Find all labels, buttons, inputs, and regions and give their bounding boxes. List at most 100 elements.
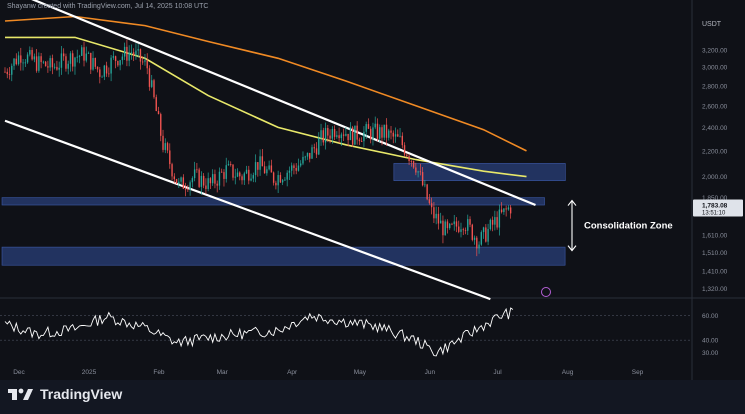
candle bbox=[69, 53, 72, 64]
candle bbox=[478, 244, 480, 249]
candle bbox=[433, 207, 435, 219]
rsi-tick-label: 30.00 bbox=[702, 350, 719, 357]
time-tick-label: Dec bbox=[13, 369, 25, 376]
candle bbox=[58, 67, 60, 70]
candle bbox=[268, 165, 270, 170]
candle bbox=[114, 56, 117, 62]
time-tick-label: Jun bbox=[425, 369, 436, 376]
candle bbox=[191, 178, 194, 183]
candle bbox=[279, 175, 282, 183]
candle bbox=[225, 165, 227, 179]
candle bbox=[333, 128, 336, 137]
tradingview-logo[interactable]: TradingView bbox=[8, 386, 122, 402]
candle bbox=[31, 49, 33, 60]
candle bbox=[117, 61, 119, 66]
candle bbox=[164, 143, 166, 150]
candle bbox=[338, 135, 340, 139]
candle bbox=[200, 175, 203, 187]
candle bbox=[297, 165, 300, 171]
candle bbox=[60, 53, 63, 68]
candle bbox=[277, 175, 279, 186]
candle bbox=[482, 227, 485, 233]
candle bbox=[38, 56, 40, 71]
rsi-tick-label: 60.00 bbox=[702, 313, 719, 320]
candle bbox=[35, 56, 38, 71]
candle bbox=[207, 178, 209, 189]
candle bbox=[410, 161, 413, 162]
candle bbox=[142, 61, 144, 63]
candle bbox=[11, 65, 13, 75]
time-tick-label: Feb bbox=[153, 369, 165, 376]
candle bbox=[365, 124, 367, 132]
candle bbox=[239, 172, 241, 177]
candle bbox=[370, 128, 372, 140]
candle bbox=[135, 50, 137, 56]
price-tick-label: 3,000.00 bbox=[702, 65, 728, 72]
candle bbox=[182, 177, 185, 189]
price-tick-label: 2,000.00 bbox=[702, 174, 728, 181]
candle bbox=[442, 220, 444, 236]
candle bbox=[320, 130, 322, 139]
candle bbox=[426, 184, 428, 200]
candle bbox=[33, 56, 36, 60]
rsi-pane: 30.00 40.00 60.00 bbox=[0, 307, 719, 357]
candle bbox=[20, 55, 22, 63]
candle bbox=[473, 237, 476, 240]
candle bbox=[184, 188, 187, 190]
candle bbox=[232, 164, 234, 178]
candle bbox=[419, 171, 422, 173]
candle bbox=[4, 71, 6, 73]
candle bbox=[223, 172, 225, 179]
candle bbox=[252, 175, 255, 179]
candle bbox=[354, 125, 356, 145]
price-tick-label: 1,410.00 bbox=[702, 268, 728, 275]
candle bbox=[171, 164, 173, 177]
candle bbox=[295, 168, 297, 171]
candle bbox=[101, 76, 103, 78]
price-tick-label: 1,510.00 bbox=[702, 250, 728, 257]
price-tag-box bbox=[693, 199, 743, 217]
time-tick-label: Aug bbox=[562, 369, 574, 376]
candle bbox=[128, 52, 130, 61]
candle bbox=[257, 162, 259, 170]
candle bbox=[401, 135, 404, 146]
candle bbox=[218, 171, 221, 186]
candle bbox=[24, 62, 27, 64]
support-resistance-zones bbox=[1, 163, 566, 266]
candle bbox=[446, 221, 449, 229]
candle bbox=[476, 237, 478, 249]
candle bbox=[281, 180, 284, 183]
descending-channel bbox=[4, 0, 536, 301]
candle bbox=[103, 65, 106, 77]
candle bbox=[123, 46, 126, 57]
candle bbox=[507, 207, 510, 210]
candle bbox=[464, 229, 467, 231]
candle bbox=[509, 207, 512, 214]
candle bbox=[288, 170, 291, 173]
candle bbox=[130, 52, 133, 54]
candle bbox=[241, 176, 243, 181]
candle bbox=[336, 135, 338, 137]
candle bbox=[408, 156, 410, 162]
moving-average-long bbox=[4, 15, 527, 152]
candle bbox=[406, 154, 408, 157]
candle bbox=[480, 232, 483, 245]
candle bbox=[110, 57, 112, 74]
candle bbox=[248, 169, 250, 181]
candle bbox=[451, 223, 453, 225]
candle bbox=[189, 182, 191, 190]
time-tick-label: Jul bbox=[493, 369, 502, 376]
consolidation-zone-label: Consolidation Zone bbox=[584, 221, 673, 232]
candle bbox=[67, 63, 69, 69]
candle bbox=[83, 47, 85, 61]
candle bbox=[505, 208, 507, 210]
candle bbox=[449, 223, 451, 229]
candle bbox=[198, 169, 200, 187]
candle bbox=[17, 55, 20, 65]
candle bbox=[286, 172, 288, 180]
candle bbox=[126, 46, 128, 61]
candle bbox=[349, 127, 352, 141]
candle bbox=[236, 172, 239, 177]
